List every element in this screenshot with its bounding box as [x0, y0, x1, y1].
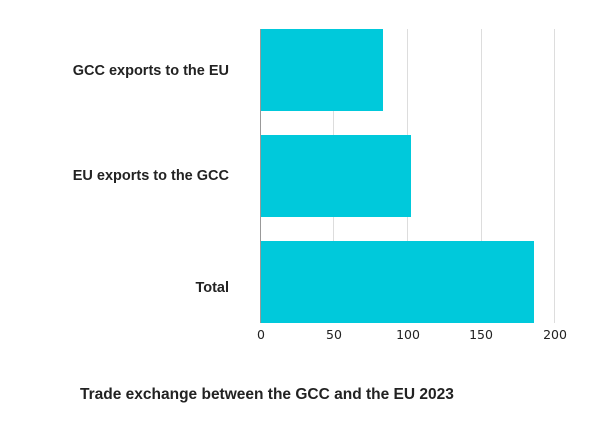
category-label-total: Total [195, 280, 229, 296]
x-tick-0: 0 [257, 327, 265, 342]
x-tick-100: 100 [396, 327, 420, 342]
gridline-200 [554, 29, 555, 323]
category-label-gcc-exports: GCC exports to the EU [72, 63, 229, 79]
gridline-150 [481, 29, 482, 323]
chart-title: Trade exchange between the GCC and the E… [80, 386, 454, 403]
x-tick-150: 150 [469, 327, 493, 342]
category-label-eu-exports: EU exports to the GCC [72, 168, 229, 184]
bar-gcc-exports-to-eu [260, 29, 384, 111]
y-axis-line [260, 29, 261, 323]
x-tick-200: 200 [543, 327, 567, 342]
bar-eu-exports-to-gcc [260, 135, 412, 217]
bar-total [260, 241, 535, 323]
x-tick-50: 50 [326, 327, 342, 342]
